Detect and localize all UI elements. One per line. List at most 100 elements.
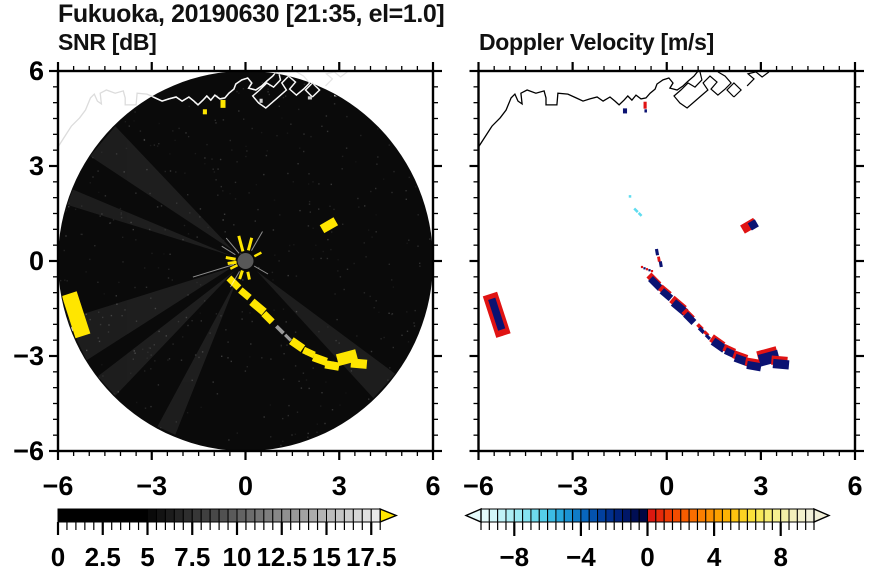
port-outline-black [726,82,742,98]
colorbar-cell [563,508,574,523]
x-tick-label: −3 [557,471,588,501]
colorbar-cell [788,508,798,523]
radar-site-dot [237,253,254,269]
snr-frame: −6 −3 0 3 6 6 3 0 −3 −6 [13,56,442,501]
center-echo-spoke [237,235,245,252]
colorbar-cell [771,508,782,523]
colorbar-cell [102,508,113,523]
radar-site-center [192,231,269,288]
edge-velocity-navy [488,297,506,331]
doppler-colorbar: −8 −4 0 4 8 [464,507,831,570]
colorbar-cell [671,508,682,523]
coast-velocity-speck [644,109,647,113]
colorbar-cell [597,508,607,523]
velocity-dot [645,268,649,271]
colorbar-cell [513,508,524,523]
colorbar-cell [555,508,565,523]
echo-blob [226,275,242,291]
colorbar-cell [696,508,707,523]
snr-panel [57,70,433,451]
velocity-toward-blob [746,360,762,372]
doppler-x-tick-labels: −6 −3 0 3 6 [463,471,862,501]
echo-blob [302,346,316,359]
velocity-toward-blob [683,311,697,325]
doppler-colorbar-ticks [480,522,815,536]
center-echo-spoke [225,256,236,261]
port-outline-black [673,71,732,109]
doppler-panel [478,71,790,372]
faint-echo-dash [275,324,285,335]
coast-velocity-speck [622,108,628,114]
y-tick-label: 6 [29,56,44,86]
x-tick-label: 6 [425,471,440,501]
snr-x-tick-labels: −6 −3 0 3 6 [43,471,441,501]
colorbar-cell [326,508,336,523]
colorbar-cell [796,508,807,523]
port-outline-faint [325,71,348,87]
center-echo-spoke [246,237,254,251]
snr-colorbar-label: 17.5 [346,542,397,570]
center-echo-spoke [227,260,237,265]
snr-scan-content [59,72,431,447]
colorbar-cell [505,508,515,523]
colorbar-cell [805,508,815,523]
colorbar-cell [647,508,657,523]
echo-blob [311,353,328,366]
echo-blob [261,311,275,325]
colorbar-cell [580,508,590,523]
center-echo-spoke [246,271,251,280]
weak-velocity-dash [637,212,643,217]
snr-colorbar-label: 12.5 [256,542,307,570]
over-range-arrow [813,507,831,524]
snr-colorbar-label: 7.5 [174,542,210,570]
colorbar-cell [138,508,149,523]
snr-panel-title: SNR [dB] [58,29,157,55]
center-hairline [225,237,240,254]
doppler-frame: −6 −3 0 3 6 [463,62,864,501]
snr-colorbar-label: 10 [223,542,252,570]
colorbar-cell [129,508,140,523]
velocity-dash [657,256,661,262]
echo-blob [288,337,306,353]
velocity-toward-blob [659,288,674,302]
colorbar-cell [780,508,790,523]
colorbar-cell [530,508,540,523]
colorbar-cell [688,508,698,523]
colorbar-cell [480,508,490,523]
center-hairline [251,231,263,251]
colorbar-cell [352,508,363,523]
snr-box [56,69,435,453]
snr-colorbar: 0 2.5 5 7.5 10 12.5 15 17.5 [51,507,399,570]
colorbar-cell [209,508,220,523]
colorbar-cell [622,508,632,523]
colorbar-cell [655,508,665,523]
colorbar-cell [547,508,557,523]
center-echo-spoke [238,270,244,280]
doppler-colorbar-label: 8 [773,542,787,570]
doppler-ticks [469,62,864,460]
colorbar-cell [93,508,104,523]
colorbar-cell [317,508,327,523]
colorbar-cell [155,508,166,523]
weak-velocity-dash [633,207,639,213]
doppler-panel-title: Doppler Velocity [m/s] [479,29,714,55]
coast-echo-speck [202,109,207,115]
x-tick-label: 3 [332,471,347,501]
colorbar-cell [343,508,354,523]
offshore-velocity-navy [747,219,759,231]
echo-blob [350,358,368,369]
colorbar-cell [218,508,229,523]
colorbar-cell [763,508,773,523]
coast-gray-speck [259,98,263,103]
snr-colorbar-label: 5 [140,542,154,570]
snr-colorbar-label: 2.5 [85,542,121,570]
velocity-dot [650,269,654,273]
center-hairline [192,264,235,278]
doppler-colorbar-label: −4 [566,542,596,570]
colorbar-cell [638,508,648,523]
velocity-dot [643,267,646,270]
weak-velocity-dash [628,195,632,198]
snr-colorbar-label: 15 [312,542,341,570]
